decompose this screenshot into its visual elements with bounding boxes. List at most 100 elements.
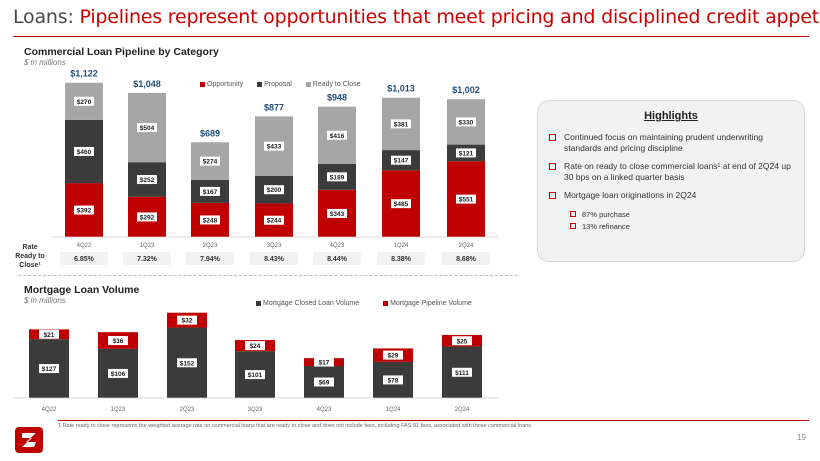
commercial-chart-title: Commercial Loan Pipeline by Category (24, 46, 219, 58)
mortgage-value-label-box (245, 341, 265, 351)
highlight-subitem: 87% purchase (570, 210, 630, 219)
commercial-total-label: $877 (264, 102, 284, 112)
rate-value: 6.85% (74, 256, 95, 263)
legend-label-closed: Mortgage Closed Loan Volume (263, 300, 360, 307)
commercial-value-label-box (327, 130, 347, 140)
rate-value: 8.38% (391, 256, 412, 263)
commercial-value-label-box (137, 123, 157, 133)
footnote: 1 Rate ready to close represents the wei… (58, 423, 531, 429)
mortgage-x-tick: 4Q22 (42, 407, 57, 413)
rate-value: 8.43% (264, 256, 285, 263)
rate-value: 7.94% (200, 256, 221, 263)
commercial-value-label: $330 (459, 119, 474, 126)
section-divider (18, 275, 518, 276)
highlights-title: Highlights (644, 110, 698, 122)
commercial-value-label-box (200, 156, 220, 166)
legend-swatch-proposal (257, 81, 263, 87)
legend-label-opportunity: Opportunity (207, 81, 244, 88)
mortgage-value-label-box (452, 336, 472, 346)
highlight-text: Continued focus on maintaining prudent u… (564, 132, 763, 153)
bullet-icon (570, 223, 576, 229)
rate-value: 7.32% (137, 256, 158, 263)
commercial-value-label-box (74, 205, 94, 215)
commercial-value-label-box (456, 194, 476, 204)
mortgage-value-label: $32 (182, 318, 193, 325)
bullet-icon (549, 134, 556, 141)
mortgage-x-tick: 1Q23 (111, 407, 126, 413)
mortgage-value-label-box (108, 336, 128, 346)
commercial-legend: Opportunity Proposal Ready to Close (200, 81, 373, 88)
commercial-value-label-box (456, 148, 476, 158)
mortgage-x-tick: 4Q23 (317, 407, 332, 413)
mortgage-value-label: $152 (180, 360, 195, 367)
mortgage-value-label: $106 (111, 371, 126, 378)
mortgage-value-label-box (39, 364, 59, 374)
commercial-value-label-box (74, 146, 94, 156)
highlight-subitem-text: 87% purchase (582, 210, 630, 219)
commercial-total-label: $948 (327, 93, 347, 103)
mortgage-value-label-box (177, 315, 197, 325)
commercial-value-label: $460 (77, 149, 92, 156)
legend-item-opportunity: Opportunity (200, 81, 243, 88)
commercial-value-label-box (456, 117, 476, 127)
footer-rule (58, 420, 809, 421)
mortgage-value-label: $24 (250, 343, 261, 350)
mortgage-value-label-box (383, 375, 403, 385)
legend-item-pipeline: Mortgage Pipeline Volume (383, 300, 472, 307)
page-number: 19 (797, 433, 806, 442)
mortgage-value-label: $101 (248, 372, 263, 379)
mortgage-value-label: $69 (319, 380, 330, 387)
commercial-value-label: $392 (77, 208, 92, 215)
mortgage-value-label: $78 (388, 377, 399, 384)
rate-cell-bg (250, 252, 298, 265)
commercial-value-label-box (391, 199, 411, 209)
commercial-total-label: $1,122 (70, 69, 98, 79)
logo-mark-icon (22, 433, 36, 447)
highlight-subitem-text: 13% refinance (582, 222, 630, 231)
legend-label-pipeline: Mortgage Pipeline Volume (390, 300, 472, 307)
mortgage-x-tick: 2Q23 (180, 407, 195, 413)
commercial-value-label-box (74, 96, 94, 106)
mortgage-value-label: $36 (113, 338, 124, 345)
mortgage-value-label: $17 (319, 360, 330, 367)
highlight-item: Continued focus on maintaining prudent u… (549, 132, 794, 154)
highlight-subitem: 13% refinance (570, 222, 630, 231)
commercial-value-label: $248 (203, 217, 218, 224)
page-title: Loans: Pipelines represent opportunities… (13, 6, 820, 28)
mortgage-chart-subtitle: $ in millions (24, 296, 66, 305)
commercial-value-label: $200 (267, 187, 282, 194)
mortgage-value-label-box (452, 367, 472, 377)
commercial-value-label-box (200, 215, 220, 225)
rate-ready-to-close-label: Rate Ready to Close¹ (14, 243, 46, 270)
mortgage-value-label-box (177, 358, 197, 368)
commercial-x-tick: 3Q23 (267, 243, 282, 249)
rate-cell-bg (313, 252, 361, 265)
commercial-value-label: $343 (330, 211, 345, 218)
legend-swatch-closed (256, 300, 261, 306)
commercial-value-label: $244 (267, 218, 282, 225)
commercial-value-label: $121 (459, 150, 474, 157)
commercial-value-label-box (264, 185, 284, 195)
page-title-main: Pipelines represent opportunities that m… (79, 6, 820, 28)
mortgage-value-label: $29 (388, 353, 399, 360)
commercial-value-label: $147 (394, 158, 409, 165)
rate-value: 8.44% (327, 256, 348, 263)
mortgage-x-tick: 1Q24 (386, 407, 401, 413)
commercial-value-label: $270 (77, 99, 92, 106)
commercial-total-label: $1,048 (133, 79, 161, 89)
legend-swatch-pipeline (383, 300, 389, 306)
legend-label-ready: Ready to Close (312, 81, 361, 88)
mortgage-value-label: $127 (42, 366, 57, 373)
mortgage-legend: Mortgage Closed Loan Volume Mortgage Pip… (256, 300, 484, 307)
highlights-panel: Highlights Continued focus on maintainin… (537, 100, 805, 262)
legend-swatch-opportunity (200, 81, 205, 87)
commercial-x-tick: 1Q24 (394, 243, 409, 249)
commercial-x-tick: 4Q23 (330, 243, 345, 249)
mortgage-chart-title: Mortgage Loan Volume (24, 284, 140, 296)
rate-label-line-3: Close¹ (19, 262, 41, 269)
commercial-value-label: $167 (203, 189, 218, 196)
mortgage-x-tick: 3Q23 (248, 407, 263, 413)
legend-label-proposal: Proposal (264, 81, 292, 88)
commercial-value-label: $504 (140, 125, 155, 132)
commercial-value-label-box (391, 155, 411, 165)
